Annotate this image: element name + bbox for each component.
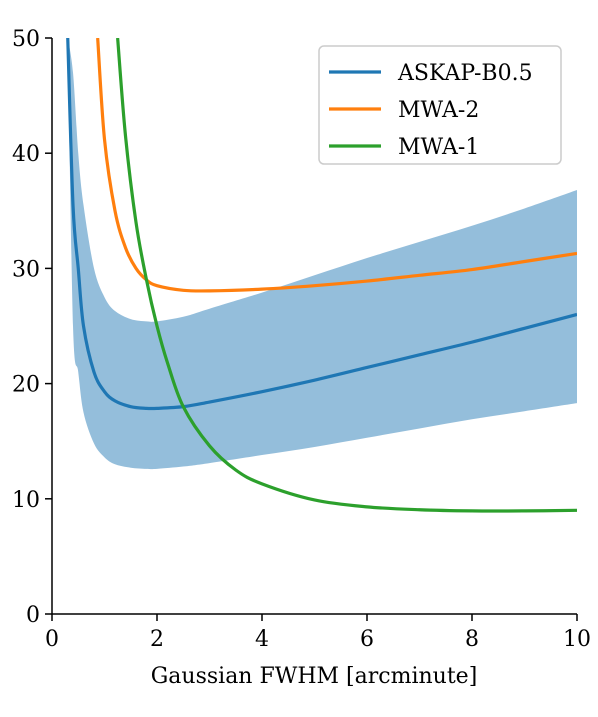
x-tick-label: 4: [255, 627, 269, 652]
legend-frame: [318, 45, 562, 165]
series-line-mwa-1: [116, 38, 577, 513]
y-tick-label: 40: [12, 142, 40, 167]
legend-label: ASKAP-B0.5: [397, 61, 533, 86]
legend-label: MWA-1: [398, 135, 479, 160]
y-tick-label: 10: [12, 488, 40, 513]
x-tick-label: 6: [360, 627, 374, 652]
series-line-mwa-2: [96, 38, 577, 293]
x-tick-label: 10: [563, 627, 591, 652]
series-line-askap-b0-5: [66, 38, 577, 411]
axes: 0 2 4 6 8 10 0 10 20 30 40 50: [12, 27, 591, 652]
y-tick-label: 0: [26, 603, 40, 628]
x-tick-label: 8: [465, 627, 479, 652]
y-tick-label: 30: [12, 257, 40, 282]
x-tick-label: 2: [150, 627, 164, 652]
band-askap-b0-5: [67, 38, 577, 470]
x-axis-label: Gaussian FWHM [arcminute]: [151, 664, 478, 689]
series-line-layer: [66, 38, 577, 513]
y-tick-label: 20: [12, 373, 40, 398]
legend: ASKAP-B0.5 MWA-2 MWA-1: [318, 45, 562, 165]
legend-label: MWA-2: [398, 98, 479, 123]
confidence-band-layer: [67, 38, 577, 470]
y-tick-label: 50: [12, 27, 40, 52]
x-tick-label: 0: [45, 627, 59, 652]
